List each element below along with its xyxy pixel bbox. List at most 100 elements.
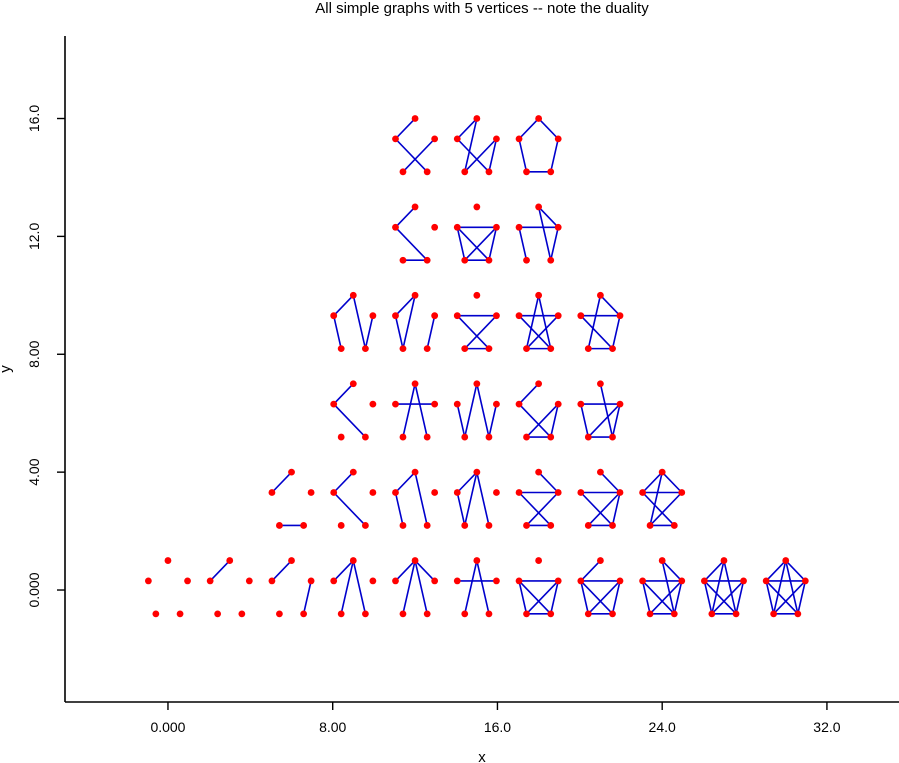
graph-vertex bbox=[423, 168, 431, 176]
graph-edge bbox=[302, 580, 312, 615]
graph-vertex bbox=[423, 433, 431, 441]
graph-edge bbox=[735, 580, 745, 615]
graph-edge bbox=[332, 315, 342, 349]
graph-vertex bbox=[670, 522, 678, 529]
graph-vertex bbox=[547, 522, 555, 529]
graph-edge bbox=[538, 117, 559, 140]
graph-edge bbox=[642, 471, 663, 494]
graph-edge bbox=[703, 580, 713, 615]
graph-vertex bbox=[369, 312, 377, 320]
graph-vertex bbox=[453, 312, 461, 320]
graph-edge bbox=[549, 227, 559, 261]
graph-edge bbox=[271, 471, 293, 494]
graph-vertex bbox=[214, 610, 222, 618]
graph-vertex bbox=[431, 489, 439, 496]
graph-edge bbox=[711, 560, 725, 615]
graph-vertex bbox=[144, 577, 152, 585]
graph-vertex bbox=[609, 610, 616, 618]
graph-vertex bbox=[584, 610, 592, 618]
graph-vertex bbox=[535, 468, 543, 476]
graph-vertex bbox=[349, 380, 357, 388]
graph-edge bbox=[464, 315, 498, 350]
graph-vertex bbox=[337, 433, 345, 441]
graph-edge bbox=[518, 227, 528, 261]
graph-edge bbox=[333, 294, 354, 317]
graph-vertex bbox=[720, 557, 728, 564]
graph-edge bbox=[611, 403, 621, 438]
graph-vertex bbox=[411, 468, 419, 476]
graph-vertex bbox=[423, 256, 431, 264]
graph-vertex bbox=[300, 522, 308, 529]
graph-edge bbox=[394, 294, 416, 317]
graph-edge bbox=[394, 206, 416, 228]
graph-vertex bbox=[337, 522, 345, 529]
graph-edge bbox=[464, 138, 498, 173]
graph-edge bbox=[703, 580, 737, 615]
graph-vertex bbox=[423, 522, 431, 529]
graph-vertex bbox=[431, 400, 439, 408]
graph-vertex bbox=[708, 610, 716, 618]
graph-vertex bbox=[609, 522, 616, 529]
graph-edge bbox=[599, 294, 621, 317]
graph-vertex bbox=[411, 115, 419, 122]
graph-vertex bbox=[349, 468, 357, 476]
graph-edge bbox=[537, 206, 552, 261]
graph-edge bbox=[476, 471, 490, 526]
graph-edge bbox=[765, 580, 775, 615]
graph-vertex bbox=[485, 256, 493, 264]
graph-vertex bbox=[461, 610, 469, 618]
graph-edge bbox=[649, 580, 683, 615]
graph-edge bbox=[599, 383, 614, 438]
graph-vertex bbox=[369, 489, 377, 496]
graph-edge bbox=[402, 560, 416, 615]
graph-vertex bbox=[577, 577, 585, 585]
chart-title: All simple graphs with 5 vertices -- not… bbox=[315, 0, 649, 17]
graph-edge bbox=[518, 315, 552, 350]
x-tick-label: 8.00 bbox=[319, 719, 346, 735]
graph-vertex bbox=[362, 610, 369, 618]
x-tick-label: 16.0 bbox=[484, 719, 511, 735]
graph-vertex bbox=[423, 345, 431, 353]
graph-vertex bbox=[431, 577, 439, 585]
graph-edge bbox=[340, 560, 355, 615]
graph-vertex bbox=[535, 557, 543, 564]
x-tick-label: 24.0 bbox=[649, 719, 676, 735]
graph-vertex bbox=[399, 345, 407, 353]
graph-vertex bbox=[362, 433, 369, 441]
graph-edge bbox=[518, 117, 540, 140]
graph-vertex bbox=[584, 433, 592, 441]
y-tick-label: 12.0 bbox=[26, 223, 42, 250]
graph-edge bbox=[394, 559, 416, 582]
graph-vertex bbox=[392, 400, 399, 408]
graph-edge bbox=[333, 471, 354, 494]
graph-edge bbox=[765, 559, 787, 582]
graph-edge bbox=[456, 117, 478, 140]
graph-vertex bbox=[164, 557, 172, 564]
x-axis-ticks: 0.000 8.00 16.0 24.0 32.0 bbox=[150, 702, 841, 735]
graph-vertex bbox=[411, 291, 419, 299]
graph-vertex bbox=[770, 610, 778, 618]
graph-vertex bbox=[337, 345, 345, 353]
graph-edge bbox=[333, 403, 366, 438]
graph-vertex bbox=[597, 557, 604, 564]
graph-vertex bbox=[461, 522, 469, 529]
graph-edge bbox=[364, 315, 374, 349]
graph-vertex bbox=[554, 223, 562, 231]
graph-vertex bbox=[337, 610, 345, 618]
graph-vertex bbox=[523, 433, 530, 441]
graph-vertex bbox=[493, 223, 500, 231]
graph-vertex bbox=[485, 345, 493, 353]
graph-edge bbox=[394, 471, 416, 494]
graph-vertex bbox=[369, 577, 377, 585]
graph-vertex bbox=[554, 135, 562, 143]
graph-vertex bbox=[276, 522, 283, 529]
graph-edge bbox=[463, 383, 478, 438]
graph-vertex bbox=[349, 557, 357, 564]
graph-vertex bbox=[523, 610, 530, 618]
graph-vertex bbox=[399, 168, 407, 176]
graph-vertex bbox=[245, 577, 253, 585]
graph-vertex bbox=[762, 577, 770, 585]
graph-vertex bbox=[616, 312, 624, 320]
graph-edge bbox=[580, 491, 614, 527]
graph-edge bbox=[703, 559, 725, 582]
